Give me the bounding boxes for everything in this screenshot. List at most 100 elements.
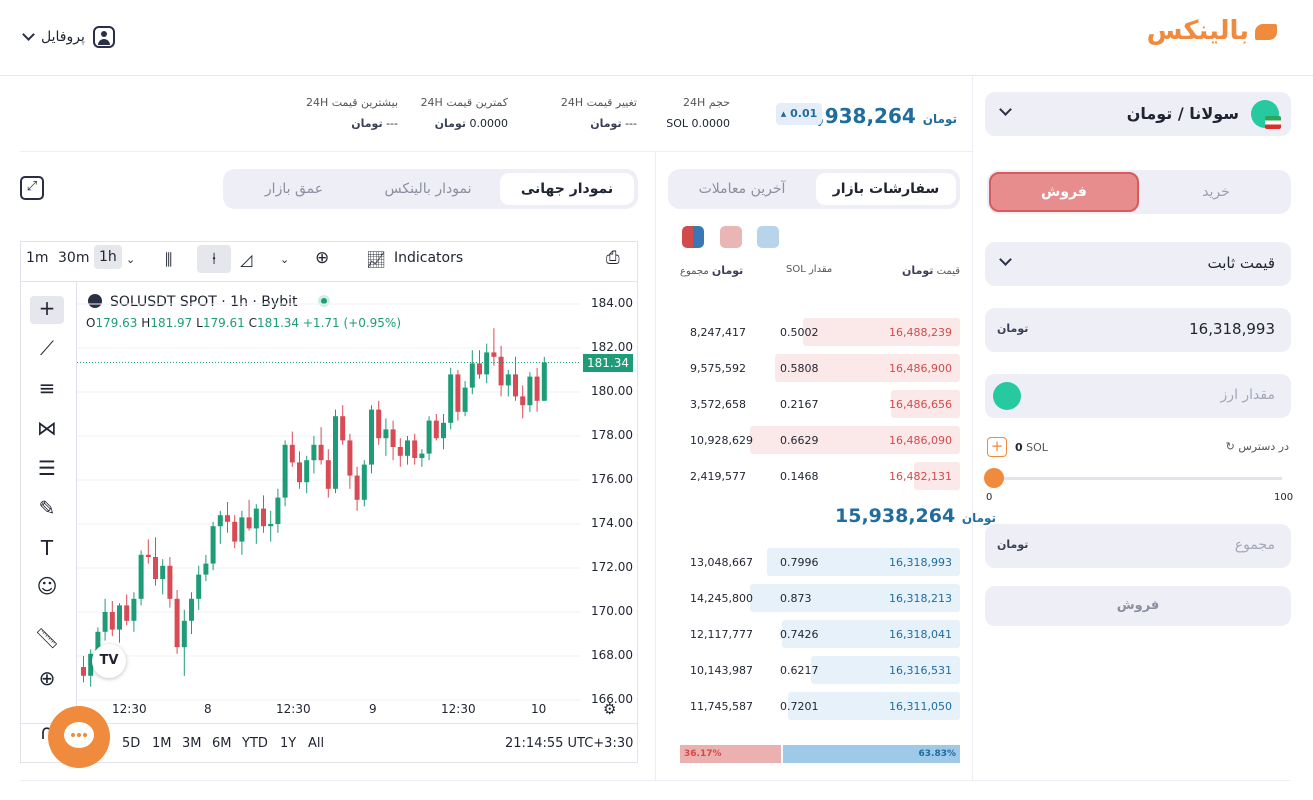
horizontal-lines-icon[interactable]: ≡	[38, 376, 56, 400]
ask-row[interactable]: 8,247,417 0.5002 16,488,239	[680, 318, 960, 346]
indicators-button[interactable]: Indicators	[394, 250, 464, 266]
ruler-icon[interactable]: 📏︎	[34, 626, 60, 650]
candle-body	[340, 416, 346, 441]
expand-icon[interactable]: ⤢	[20, 176, 44, 200]
user-avatar-icon	[92, 26, 115, 48]
buy-tab[interactable]: خرید	[1202, 184, 1230, 200]
indicators-icon[interactable]: 📈︎	[366, 250, 387, 269]
x-tick-label: 9	[369, 702, 377, 716]
zoom-in-icon[interactable]: ⊕	[38, 666, 56, 690]
layout-both-icon[interactable]	[682, 226, 704, 248]
bid-row[interactable]: 14,245,800 0.873 16,318,213	[680, 584, 960, 612]
settings-gear-icon[interactable]: ⚙	[603, 700, 617, 718]
cell-total: 11,745,587	[690, 700, 753, 713]
stat-change: تغییر قیمت 24H --- تومان	[560, 96, 637, 130]
tab-balinex-chart[interactable]: نمودار بالینکس	[384, 181, 472, 197]
ohlc-legend: O179.63 H181.97 L179.61 C181.34 +1.71 (+…	[86, 316, 402, 330]
order-type-label: قیمت ثابت	[1207, 254, 1275, 272]
chevron-down-icon[interactable]: ⌄	[280, 253, 290, 266]
fib-icon[interactable]: ☰	[38, 456, 56, 480]
bid-row[interactable]: 12,117,777 0.7426 16,318,041	[680, 620, 960, 648]
sell-tab[interactable]: فروش	[989, 172, 1139, 212]
tradingview-logo-icon[interactable]: TV	[92, 644, 126, 678]
price-input[interactable]: 16,318,993 تومان	[985, 308, 1291, 352]
amount-slider-track[interactable]	[993, 477, 1282, 480]
interval-1m[interactable]: 1m	[26, 250, 49, 266]
tab-market-depth[interactable]: عمق بازار	[264, 181, 324, 197]
amount-input[interactable]: مقدار ارز	[985, 374, 1291, 418]
candle-body	[390, 429, 396, 447]
tab-last-trades[interactable]: آخرین معاملات	[698, 181, 786, 197]
submit-sell-button[interactable]: فروش	[985, 586, 1291, 626]
range-1m[interactable]: 1M	[152, 736, 172, 751]
logo[interactable]: بالینکس	[1147, 16, 1277, 46]
emoji-icon[interactable]: ☺	[36, 574, 58, 598]
range-all[interactable]: All	[308, 736, 325, 751]
stat-high: بیشترین قیمت 24H --- تومان	[305, 96, 398, 130]
available-label: در دسترس ↻	[1225, 440, 1289, 453]
cell-total: 3,572,658	[690, 398, 746, 411]
amount-slider-knob[interactable]	[984, 468, 1004, 488]
y-tick-label: 168.00	[591, 648, 633, 662]
tab-global-chart[interactable]: نمودار جهانی	[500, 173, 634, 205]
bid-row[interactable]: 10,143,987 0.6217 16,316,531	[680, 656, 960, 684]
bar-chart-icon[interactable]: ⫼	[165, 250, 173, 269]
crosshair-icon[interactable]: +	[30, 296, 64, 324]
candle-body	[325, 460, 331, 489]
compare-plus-icon[interactable]: ⊕	[315, 248, 330, 268]
candle-body	[117, 605, 122, 630]
candle-body	[131, 598, 137, 621]
ask-row[interactable]: 9,575,592 0.5808 16,486,900	[680, 354, 960, 382]
range-1y[interactable]: 1Y	[280, 736, 297, 751]
range-5d[interactable]: 5D	[122, 736, 141, 751]
range-3m[interactable]: 3M	[182, 736, 202, 751]
candlestick-icon[interactable]: ⍿	[197, 245, 231, 273]
cell-amount: 0.873	[780, 592, 812, 605]
range-ytd[interactable]: YTD	[242, 736, 268, 751]
candle-body	[354, 475, 360, 500]
ask-row[interactable]: 10,928,629 0.6629 16,486,090	[680, 426, 960, 454]
pair-selector[interactable]: سولانا / تومان	[985, 92, 1291, 136]
brush-icon[interactable]: ✎	[38, 496, 56, 520]
trend-line-icon[interactable]: ⟋	[40, 336, 54, 360]
candle-body	[289, 444, 295, 463]
order-type-select[interactable]: قیمت ثابت	[985, 242, 1291, 286]
tradingview-chart[interactable]	[20, 241, 638, 763]
candle-body	[397, 447, 403, 456]
tab-market-orders[interactable]: سفارشات بازار	[816, 173, 956, 205]
y-tick-label: 180.00	[591, 384, 633, 398]
range-6m[interactable]: 6M	[212, 736, 232, 751]
stat-volume: حجم 24H SOL 0.0000	[666, 96, 730, 130]
candle-body	[462, 387, 468, 412]
cell-total: 14,245,800	[690, 592, 753, 605]
interval-30m[interactable]: 30m	[58, 250, 90, 266]
pattern-icon[interactable]: ⋈	[37, 416, 57, 440]
y-tick-label: 174.00	[591, 516, 633, 530]
sell-ratio-bar: 36.17%	[680, 745, 781, 763]
candle-body	[225, 515, 230, 522]
layout-bids-icon[interactable]	[757, 226, 779, 248]
candle-body	[167, 565, 173, 599]
support-chat-button[interactable]	[48, 706, 110, 768]
bid-row[interactable]: 13,048,667 0.7996 16,318,993	[680, 548, 960, 576]
candle-body	[333, 416, 338, 489]
candle-body	[383, 429, 389, 439]
deposit-plus-button[interactable]: +	[987, 437, 1007, 457]
camera-icon[interactable]: ⎙	[606, 248, 620, 268]
depth-bar	[913, 462, 960, 490]
layout-asks-icon[interactable]	[720, 226, 742, 248]
cell-amount: 0.2167	[780, 398, 819, 411]
cell-amount: 0.7426	[780, 628, 819, 641]
pair-name: سولانا / تومان	[1126, 104, 1239, 123]
ask-row[interactable]: 2,419,577 0.1468 16,482,131	[680, 462, 960, 490]
total-input[interactable]: مجموع تومان	[985, 524, 1291, 568]
chevron-down-icon[interactable]: ⌄	[126, 253, 136, 266]
text-tool-icon[interactable]: T	[40, 536, 54, 560]
interval-1h[interactable]: 1h	[94, 245, 122, 269]
area-chart-icon[interactable]: ◿	[240, 250, 253, 269]
profile-menu[interactable]: پروفایل	[22, 26, 115, 48]
bid-row[interactable]: 11,745,587 0.7201 16,311,050	[680, 692, 960, 720]
candlestick-plot[interactable]	[77, 282, 580, 722]
cell-total: 9,575,592	[690, 362, 746, 375]
ask-row[interactable]: 3,572,658 0.2167 16,486,656	[680, 390, 960, 418]
